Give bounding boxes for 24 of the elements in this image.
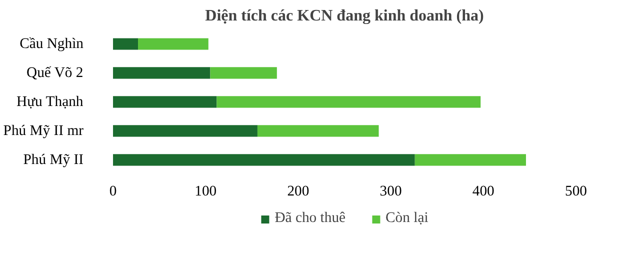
bar — [414, 154, 526, 166]
y-tick-label: Phú Mỹ II — [23, 152, 84, 168]
x-tick-label: 300 — [380, 183, 402, 200]
x-tick-label: 100 — [194, 183, 217, 200]
x-tick-label: 200 — [287, 183, 310, 200]
y-tick-label: Quế Võ 2 — [26, 64, 84, 81]
legend-label: Đã cho thuê — [274, 210, 346, 227]
chart-title: Diện tích các KCN đang kinh doanh (ha) — [205, 8, 484, 24]
y-tick-label: Phú Mỹ II mr — [3, 122, 84, 139]
bar — [138, 38, 208, 50]
bar — [257, 125, 379, 137]
bar — [210, 67, 277, 79]
bar — [113, 38, 138, 50]
y-tick-label: Cầu Nghìn — [20, 36, 84, 52]
legend-label: Còn lại — [386, 210, 428, 227]
bar — [113, 67, 210, 79]
bar — [113, 96, 217, 108]
bar — [113, 125, 258, 137]
x-tick-label: 0 — [109, 183, 117, 200]
x-tick-label: 400 — [472, 183, 494, 200]
bar — [113, 154, 415, 166]
x-tick-label: 500 — [564, 183, 587, 200]
y-tick-label: Hựu Thạnh — [16, 94, 84, 110]
bar — [216, 96, 481, 108]
